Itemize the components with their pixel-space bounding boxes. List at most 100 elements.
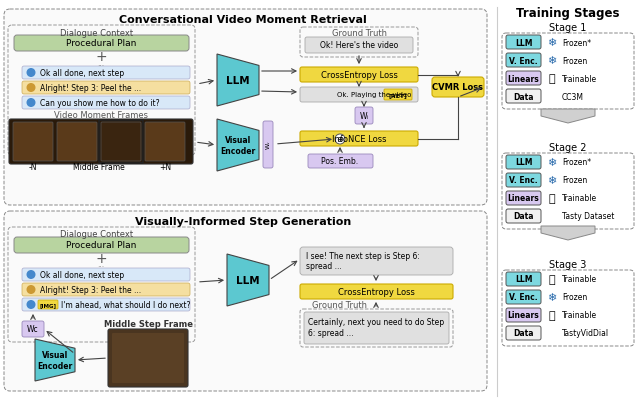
FancyBboxPatch shape xyxy=(506,36,541,50)
Text: 🔥: 🔥 xyxy=(548,74,556,84)
Text: Linears: Linears xyxy=(508,311,540,320)
Text: Frozen: Frozen xyxy=(562,56,588,65)
Text: +: + xyxy=(95,252,107,265)
FancyBboxPatch shape xyxy=(22,269,190,281)
Text: Ok. Playing the video: Ok. Playing the video xyxy=(337,92,412,98)
Text: LLM: LLM xyxy=(515,38,532,47)
Text: Visually-Informed Step Generation: Visually-Informed Step Generation xyxy=(135,216,351,226)
Text: Linears: Linears xyxy=(508,74,540,83)
Text: Ground Truth: Ground Truth xyxy=(332,30,387,38)
FancyBboxPatch shape xyxy=(38,300,58,309)
Text: ❄: ❄ xyxy=(547,292,557,302)
FancyBboxPatch shape xyxy=(22,321,44,337)
FancyBboxPatch shape xyxy=(4,211,487,391)
FancyBboxPatch shape xyxy=(22,67,190,80)
FancyBboxPatch shape xyxy=(506,54,541,68)
Text: Alright! Step 3: Peel the ...: Alright! Step 3: Peel the ... xyxy=(40,84,141,93)
Text: 🔥: 🔥 xyxy=(548,194,556,203)
FancyBboxPatch shape xyxy=(22,284,190,296)
Polygon shape xyxy=(35,339,75,381)
Circle shape xyxy=(26,270,35,279)
Text: TastyVidDial: TastyVidDial xyxy=(562,329,609,338)
Text: CrossEntropy Loss: CrossEntropy Loss xyxy=(337,287,415,296)
FancyBboxPatch shape xyxy=(300,88,418,103)
Text: [IMG]: [IMG] xyxy=(40,302,56,307)
Circle shape xyxy=(26,99,35,108)
Text: -N: -N xyxy=(29,163,37,172)
FancyBboxPatch shape xyxy=(506,72,541,86)
Text: Tasty Dataset: Tasty Dataset xyxy=(562,212,614,221)
Text: Data: Data xyxy=(513,92,534,101)
Text: Conversational Video Moment Retrieval: Conversational Video Moment Retrieval xyxy=(119,15,367,25)
Text: Trainable: Trainable xyxy=(562,311,597,320)
FancyBboxPatch shape xyxy=(305,38,413,54)
FancyBboxPatch shape xyxy=(101,123,141,162)
Text: Frozen*: Frozen* xyxy=(562,38,591,47)
Text: Stage 3: Stage 3 xyxy=(549,259,587,269)
Text: Visual
Encoder: Visual Encoder xyxy=(220,136,255,155)
Text: Trainable: Trainable xyxy=(562,74,597,83)
Text: I see! The next step is Step 6:: I see! The next step is Step 6: xyxy=(306,252,420,261)
Circle shape xyxy=(26,69,35,78)
Text: Frozen: Frozen xyxy=(562,176,588,185)
Text: V. Enc.: V. Enc. xyxy=(509,293,538,302)
FancyBboxPatch shape xyxy=(300,284,453,299)
FancyBboxPatch shape xyxy=(304,312,449,344)
FancyBboxPatch shape xyxy=(13,123,53,162)
Text: ❄: ❄ xyxy=(547,175,557,185)
Text: 6: spread ...: 6: spread ... xyxy=(308,329,353,338)
Text: Linears: Linears xyxy=(508,194,540,203)
FancyBboxPatch shape xyxy=(308,155,373,168)
FancyBboxPatch shape xyxy=(22,97,190,110)
Text: Ok all done, next step: Ok all done, next step xyxy=(40,270,124,279)
FancyBboxPatch shape xyxy=(22,82,190,95)
Polygon shape xyxy=(217,120,259,172)
FancyBboxPatch shape xyxy=(506,156,541,170)
FancyBboxPatch shape xyxy=(9,120,193,164)
Text: Ok! Here's the video: Ok! Here's the video xyxy=(320,41,398,50)
Text: Training Stages: Training Stages xyxy=(516,6,620,19)
Text: Frozen*: Frozen* xyxy=(562,158,591,167)
Circle shape xyxy=(26,84,35,93)
Text: 🔥: 🔥 xyxy=(548,274,556,284)
FancyBboxPatch shape xyxy=(432,78,484,98)
Circle shape xyxy=(335,135,345,145)
Text: Certainly, next you need to do Step: Certainly, next you need to do Step xyxy=(308,318,444,327)
Polygon shape xyxy=(227,254,269,306)
Polygon shape xyxy=(217,55,259,107)
Text: Stage 2: Stage 2 xyxy=(549,143,587,153)
FancyBboxPatch shape xyxy=(506,326,541,340)
FancyBboxPatch shape xyxy=(300,68,418,83)
Text: Ground Truth: Ground Truth xyxy=(312,301,367,310)
Text: Wᵥ: Wᵥ xyxy=(266,140,271,149)
FancyBboxPatch shape xyxy=(145,123,185,162)
FancyBboxPatch shape xyxy=(112,333,184,383)
Text: 🔥: 🔥 xyxy=(548,310,556,320)
FancyBboxPatch shape xyxy=(4,10,487,205)
Text: ❄: ❄ xyxy=(547,56,557,66)
FancyBboxPatch shape xyxy=(355,108,373,125)
Text: LLM: LLM xyxy=(515,158,532,167)
Text: V. Enc.: V. Enc. xyxy=(509,176,538,185)
Text: Alright! Step 3: Peel the ...: Alright! Step 3: Peel the ... xyxy=(40,285,141,294)
Text: Stage 1: Stage 1 xyxy=(549,23,587,33)
Text: LLM: LLM xyxy=(226,76,250,86)
Text: Dialogue Context: Dialogue Context xyxy=(60,28,133,37)
Text: Trainable: Trainable xyxy=(562,194,597,203)
Text: V. Enc.: V. Enc. xyxy=(509,56,538,65)
Text: Frozen: Frozen xyxy=(562,293,588,302)
FancyBboxPatch shape xyxy=(506,174,541,188)
Text: Data: Data xyxy=(513,329,534,338)
Polygon shape xyxy=(541,110,595,124)
Text: +N: +N xyxy=(159,163,171,172)
Text: LLM: LLM xyxy=(515,275,532,284)
Text: +: + xyxy=(95,50,107,64)
Text: Ok all done, next step: Ok all done, next step xyxy=(40,69,124,78)
Circle shape xyxy=(26,300,35,309)
Text: CrossEntropy Loss: CrossEntropy Loss xyxy=(321,71,397,80)
Circle shape xyxy=(26,285,35,294)
Text: Middle Step Frame: Middle Step Frame xyxy=(104,320,193,329)
Text: InfoNCE Loss: InfoNCE Loss xyxy=(332,135,387,144)
Text: Procedural Plan: Procedural Plan xyxy=(66,241,136,250)
Text: Data: Data xyxy=(513,212,534,221)
